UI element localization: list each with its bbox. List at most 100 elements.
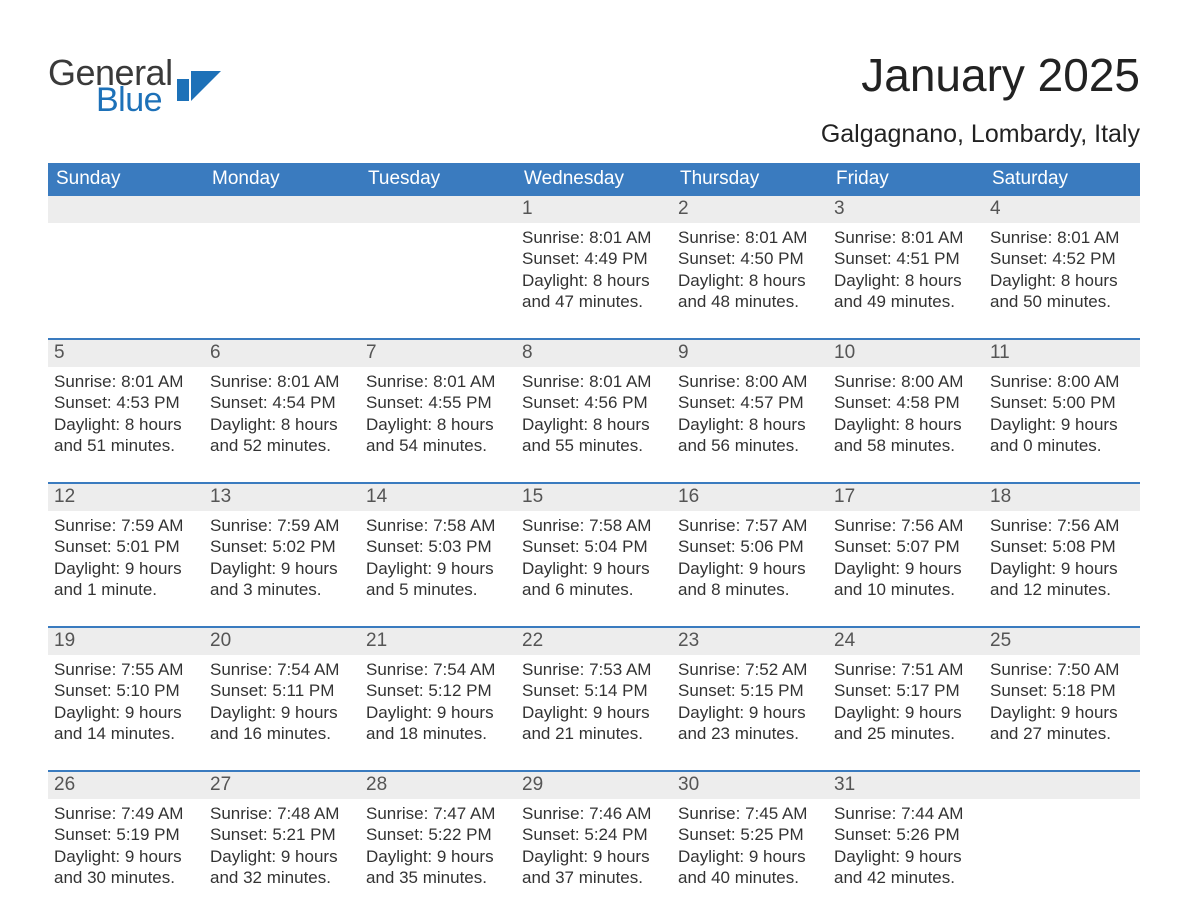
- day-cell: Sunrise: 7:58 AMSunset: 5:04 PMDaylight:…: [516, 511, 672, 600]
- weekday-header: Thursday: [672, 163, 828, 196]
- page-subtitle: Galgagnano, Lombardy, Italy: [821, 120, 1140, 149]
- daylight-text-1: Daylight: 8 hours: [678, 414, 822, 435]
- brand-word-2: Blue: [96, 84, 173, 116]
- daylight-text-1: Daylight: 9 hours: [54, 702, 198, 723]
- title-block: January 2025 Galgagnano, Lombardy, Italy: [821, 48, 1140, 149]
- day-number: 2: [672, 196, 828, 223]
- header: General Blue January 2025 Galgagnano, Lo…: [48, 48, 1140, 149]
- daylight-text-1: Daylight: 9 hours: [990, 414, 1134, 435]
- day-number: 11: [984, 340, 1140, 367]
- weeks-container: 1234Sunrise: 8:01 AMSunset: 4:49 PMDayli…: [48, 196, 1140, 914]
- daylight-text-2: and 0 minutes.: [990, 435, 1134, 456]
- day-cell: Sunrise: 7:54 AMSunset: 5:12 PMDaylight:…: [360, 655, 516, 744]
- sunset-text: Sunset: 5:25 PM: [678, 824, 822, 845]
- sunrise-text: Sunrise: 7:58 AM: [366, 515, 510, 536]
- week-row: 12131415161718Sunrise: 7:59 AMSunset: 5:…: [48, 482, 1140, 626]
- day-number: 7: [360, 340, 516, 367]
- day-cell: Sunrise: 7:52 AMSunset: 5:15 PMDaylight:…: [672, 655, 828, 744]
- daylight-text-2: and 21 minutes.: [522, 723, 666, 744]
- day-cell: Sunrise: 8:00 AMSunset: 4:57 PMDaylight:…: [672, 367, 828, 456]
- sunrise-text: Sunrise: 8:01 AM: [522, 227, 666, 248]
- day-number: 26: [48, 772, 204, 799]
- day-number: 3: [828, 196, 984, 223]
- daylight-text-2: and 12 minutes.: [990, 579, 1134, 600]
- day-number-row: 1234: [48, 196, 1140, 223]
- day-number: 23: [672, 628, 828, 655]
- sunset-text: Sunset: 5:14 PM: [522, 680, 666, 701]
- daylight-text-2: and 56 minutes.: [678, 435, 822, 456]
- sunrise-text: Sunrise: 8:00 AM: [678, 371, 822, 392]
- day-cell: Sunrise: 8:01 AMSunset: 4:50 PMDaylight:…: [672, 223, 828, 312]
- sunset-text: Sunset: 5:26 PM: [834, 824, 978, 845]
- daylight-text-1: Daylight: 9 hours: [210, 846, 354, 867]
- day-body-row: Sunrise: 7:49 AMSunset: 5:19 PMDaylight:…: [48, 799, 1140, 888]
- day-number: 29: [516, 772, 672, 799]
- sunrise-text: Sunrise: 7:55 AM: [54, 659, 198, 680]
- day-cell: Sunrise: 7:51 AMSunset: 5:17 PMDaylight:…: [828, 655, 984, 744]
- day-cell: Sunrise: 8:00 AMSunset: 4:58 PMDaylight:…: [828, 367, 984, 456]
- day-cell: Sunrise: 7:45 AMSunset: 5:25 PMDaylight:…: [672, 799, 828, 888]
- daylight-text-2: and 48 minutes.: [678, 291, 822, 312]
- sunrise-text: Sunrise: 8:01 AM: [834, 227, 978, 248]
- day-cell: Sunrise: 7:59 AMSunset: 5:01 PMDaylight:…: [48, 511, 204, 600]
- day-cell: Sunrise: 7:49 AMSunset: 5:19 PMDaylight:…: [48, 799, 204, 888]
- sunset-text: Sunset: 4:49 PM: [522, 248, 666, 269]
- week-row: 567891011Sunrise: 8:01 AMSunset: 4:53 PM…: [48, 338, 1140, 482]
- sunrise-text: Sunrise: 7:57 AM: [678, 515, 822, 536]
- daylight-text-1: Daylight: 8 hours: [366, 414, 510, 435]
- sunset-text: Sunset: 5:02 PM: [210, 536, 354, 557]
- sunrise-text: Sunrise: 7:59 AM: [54, 515, 198, 536]
- daylight-text-1: Daylight: 9 hours: [366, 846, 510, 867]
- brand-logo: General Blue: [48, 56, 221, 116]
- sunset-text: Sunset: 5:10 PM: [54, 680, 198, 701]
- daylight-text-1: Daylight: 8 hours: [990, 270, 1134, 291]
- day-body-row: Sunrise: 7:55 AMSunset: 5:10 PMDaylight:…: [48, 655, 1140, 744]
- day-number: 9: [672, 340, 828, 367]
- sunset-text: Sunset: 5:18 PM: [990, 680, 1134, 701]
- day-number: [360, 196, 516, 223]
- weekday-header: Saturday: [984, 163, 1140, 196]
- day-cell: Sunrise: 7:48 AMSunset: 5:21 PMDaylight:…: [204, 799, 360, 888]
- day-cell: [360, 223, 516, 312]
- day-number: 24: [828, 628, 984, 655]
- sunset-text: Sunset: 4:56 PM: [522, 392, 666, 413]
- week-row: 1234Sunrise: 8:01 AMSunset: 4:49 PMDayli…: [48, 196, 1140, 338]
- daylight-text-1: Daylight: 8 hours: [522, 414, 666, 435]
- daylight-text-1: Daylight: 8 hours: [834, 414, 978, 435]
- sunrise-text: Sunrise: 8:00 AM: [834, 371, 978, 392]
- sunrise-text: Sunrise: 7:59 AM: [210, 515, 354, 536]
- day-number: 18: [984, 484, 1140, 511]
- sunrise-text: Sunrise: 7:58 AM: [522, 515, 666, 536]
- day-cell: Sunrise: 7:44 AMSunset: 5:26 PMDaylight:…: [828, 799, 984, 888]
- day-cell: [204, 223, 360, 312]
- daylight-text-1: Daylight: 9 hours: [678, 558, 822, 579]
- day-number: 22: [516, 628, 672, 655]
- day-body-row: Sunrise: 8:01 AMSunset: 4:49 PMDaylight:…: [48, 223, 1140, 312]
- sunset-text: Sunset: 4:51 PM: [834, 248, 978, 269]
- sunrise-text: Sunrise: 7:54 AM: [366, 659, 510, 680]
- day-cell: Sunrise: 8:01 AMSunset: 4:55 PMDaylight:…: [360, 367, 516, 456]
- day-number: 16: [672, 484, 828, 511]
- sunrise-text: Sunrise: 7:54 AM: [210, 659, 354, 680]
- sunset-text: Sunset: 5:15 PM: [678, 680, 822, 701]
- daylight-text-2: and 58 minutes.: [834, 435, 978, 456]
- day-number: 10: [828, 340, 984, 367]
- day-body-row: Sunrise: 8:01 AMSunset: 4:53 PMDaylight:…: [48, 367, 1140, 456]
- day-number: 1: [516, 196, 672, 223]
- daylight-text-2: and 47 minutes.: [522, 291, 666, 312]
- sunrise-text: Sunrise: 7:44 AM: [834, 803, 978, 824]
- sunrise-text: Sunrise: 8:01 AM: [678, 227, 822, 248]
- day-number: 8: [516, 340, 672, 367]
- daylight-text-2: and 54 minutes.: [366, 435, 510, 456]
- sunset-text: Sunset: 5:07 PM: [834, 536, 978, 557]
- day-number: 6: [204, 340, 360, 367]
- day-cell: Sunrise: 7:47 AMSunset: 5:22 PMDaylight:…: [360, 799, 516, 888]
- daylight-text-1: Daylight: 9 hours: [990, 558, 1134, 579]
- sunset-text: Sunset: 5:03 PM: [366, 536, 510, 557]
- daylight-text-1: Daylight: 8 hours: [522, 270, 666, 291]
- daylight-text-2: and 6 minutes.: [522, 579, 666, 600]
- sunrise-text: Sunrise: 8:00 AM: [990, 371, 1134, 392]
- day-number: 20: [204, 628, 360, 655]
- daylight-text-1: Daylight: 8 hours: [834, 270, 978, 291]
- sunset-text: Sunset: 5:17 PM: [834, 680, 978, 701]
